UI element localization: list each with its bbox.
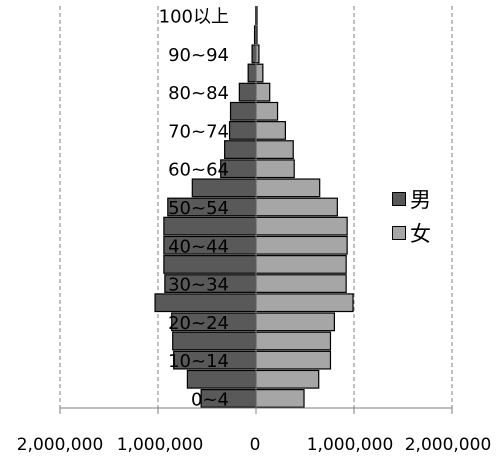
category-label-6: 30~34: [168, 275, 229, 296]
grid-lines: [59, 6, 453, 408]
bar-male-16: [238, 82, 257, 102]
bar-male-11: [191, 178, 257, 198]
bar-male-5: [154, 293, 257, 313]
x-axis: [59, 6, 453, 414]
bar-female-7: [255, 255, 347, 274]
category-label-0: 0~4: [191, 389, 229, 410]
bar-female-8: [255, 235, 348, 255]
legend-swatch-male: [392, 192, 406, 206]
bar-female-5: [255, 293, 354, 313]
bar-female-15: [255, 101, 279, 121]
category-labels: 0~4 10~14 20~24 30~34 40~44 50~54 60~64 70~74 80…: [159, 7, 229, 411]
x-tick-label-4: 2,000,000: [405, 435, 492, 455]
x-tick-label-0: 2,000,000: [17, 435, 104, 455]
bar-female-0: [255, 389, 305, 408]
category-label-14: 70~74: [168, 121, 229, 142]
bar-female-6: [255, 274, 347, 293]
legend: 男 女: [392, 182, 431, 250]
bar-male-7: [163, 255, 257, 274]
x-tick-labels: 2,000,000 1,000,000 0 1,000,000 2,000,000: [17, 435, 492, 455]
category-label-18: 90~94: [168, 45, 229, 66]
bar-female-9: [255, 216, 348, 236]
legend-item-female: 女: [392, 216, 431, 250]
legend-label-male: 男: [410, 188, 431, 212]
bar-female-11: [255, 178, 321, 198]
bar-female-13: [255, 140, 294, 159]
bar-female-1: [255, 369, 320, 389]
category-label-20: 100以上: [159, 7, 229, 28]
bar-male-14: [228, 121, 257, 140]
bar-female-16: [255, 82, 271, 102]
category-label-12: 60~64: [168, 160, 229, 181]
category-label-16: 80~84: [168, 83, 229, 104]
legend-item-male: 男: [392, 182, 431, 216]
x-tick-label-1: 1,000,000: [117, 435, 204, 455]
bar-female-10: [255, 197, 338, 217]
bar-male-1: [186, 369, 257, 389]
bar-male-13: [224, 140, 257, 159]
category-label-2: 10~14: [168, 351, 229, 372]
bar-female-2: [255, 350, 332, 370]
bar-female-14: [255, 121, 286, 140]
category-label-4: 20~24: [168, 313, 229, 334]
legend-label-female: 女: [410, 222, 431, 246]
bar-male-9: [163, 216, 257, 236]
x-tick-label-2: 0: [250, 435, 261, 455]
bar-male-3: [172, 331, 257, 351]
x-tick-label-3: 1,000,000: [307, 435, 394, 455]
bar-female-4: [255, 312, 336, 332]
category-label-10: 50~54: [168, 198, 229, 219]
category-label-8: 40~44: [168, 236, 229, 257]
bar-female-12: [255, 159, 295, 179]
bar-female-3: [255, 331, 332, 351]
bars: [154, 6, 354, 408]
bar-female-17: [255, 63, 264, 83]
bar-male-15: [229, 101, 257, 121]
bar-male-17: [247, 63, 257, 83]
legend-swatch-female: [392, 226, 406, 240]
